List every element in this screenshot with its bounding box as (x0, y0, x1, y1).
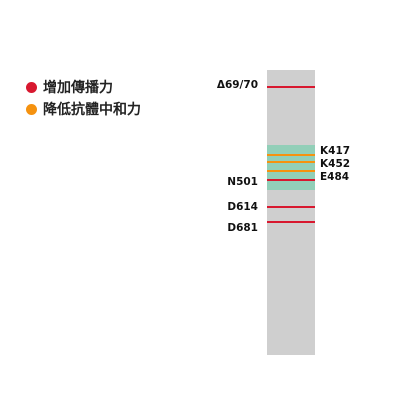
mutation-line-d681 (267, 221, 315, 223)
legend-item-transmissibility: 增加傳播力 (26, 76, 141, 98)
mutation-line-k452 (267, 161, 315, 163)
legend-label-transmissibility: 增加傳播力 (43, 80, 113, 96)
mutation-line-n501 (267, 179, 315, 181)
mutation-line-e484 (267, 170, 315, 172)
mutation-label-k452: K452 (320, 158, 351, 170)
legend: 增加傳播力 降低抗體中和力 (26, 76, 141, 120)
mutation-label-k417: K417 (320, 145, 351, 157)
spike-protein-bar (267, 70, 315, 355)
mutation-line-del69-70 (267, 86, 315, 88)
mutation-label-e484: E484 (320, 171, 350, 183)
legend-label-antibody-escape: 降低抗體中和力 (43, 102, 141, 118)
legend-item-antibody-escape: 降低抗體中和力 (26, 98, 141, 120)
orange-dot-icon (26, 103, 37, 115)
mutation-line-k417 (267, 154, 315, 156)
mutation-label-n501: N501 (227, 176, 258, 188)
red-dot-icon (26, 81, 37, 93)
mutation-label-d614: D614 (227, 201, 258, 213)
mutation-label-del69-70: Δ69/70 (216, 79, 258, 91)
receptor-binding-region (267, 145, 315, 190)
mutation-label-d681: D681 (227, 222, 258, 234)
mutation-line-d614 (267, 206, 315, 208)
